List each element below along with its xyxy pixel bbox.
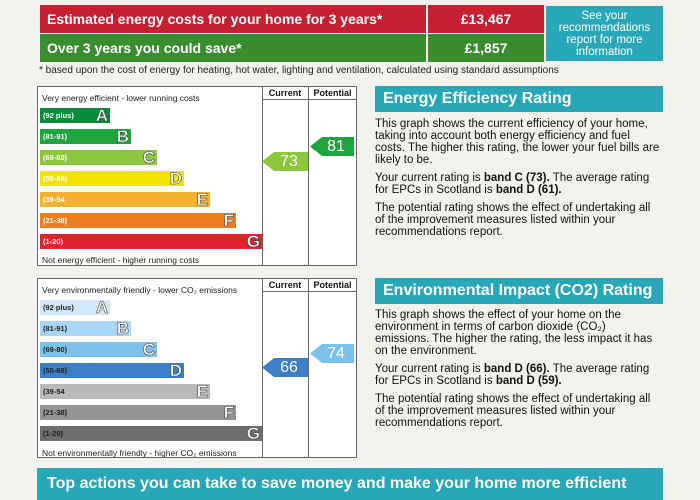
panel-paragraph-2: Your current rating is band D (66). The …	[375, 363, 650, 387]
rating-band-c: (69-80) C	[40, 340, 157, 359]
estimated-costs-label: Estimated energy costs for your home for…	[40, 5, 426, 33]
potential-column-header: Potential	[313, 88, 352, 98]
savings-label: Over 3 years you could save*	[40, 34, 426, 62]
rating-band-b: (81-91) B	[40, 127, 131, 146]
potential-column-header: Potential	[313, 280, 352, 290]
savings-value: £1,857	[428, 34, 544, 62]
footnote: * based upon the cost of energy for heat…	[39, 65, 559, 76]
rating-band-a: (92 plus) A	[40, 106, 110, 125]
environmental-impact-chart: Current Potential Very environmentally f…	[37, 278, 357, 458]
band-letter: E	[196, 382, 208, 401]
band-letter: G	[246, 424, 260, 443]
band-range: (39-54	[43, 387, 65, 396]
panel-paragraph-2: Your current rating is band C (73). The …	[375, 172, 650, 196]
panel-paragraph-3: The potential rating shows the effect of…	[375, 202, 651, 238]
bottom-caption: Not environmentally friendly - higher CO…	[42, 448, 237, 458]
band-range: (21-38)	[43, 216, 68, 225]
panel-paragraph-1: This graph shows the current efficiency …	[375, 118, 660, 166]
band-letter: G	[246, 232, 260, 251]
band-letter: F	[223, 211, 234, 230]
bottom-caption: Not energy efficient - higher running co…	[42, 255, 200, 265]
band-range: (69-80)	[43, 153, 68, 162]
band-range: (92 plus)	[43, 111, 74, 120]
top-actions-header: Top actions you can take to save money a…	[37, 468, 663, 500]
energy-efficiency-chart: Current Potential Very energy efficient …	[37, 86, 357, 266]
band-letter: D	[169, 169, 182, 188]
rating-band-c: (69-80) C	[40, 148, 157, 167]
band-range: (55-68)	[43, 174, 68, 183]
band-letter: A	[95, 298, 108, 317]
band-range: (69-80)	[43, 345, 68, 354]
band-letter: B	[116, 319, 129, 338]
panel-paragraph-1: This graph shows the effect of your home…	[375, 309, 653, 357]
energy-efficiency-panel: Energy Efficiency Rating This graph show…	[375, 86, 663, 244]
panel-paragraph-3: The potential rating shows the effect of…	[375, 393, 651, 429]
band-range: (55-68)	[43, 366, 68, 375]
band-range: (92 plus)	[43, 303, 74, 312]
rating-band-e: (39-54 E	[40, 382, 210, 401]
see-recommendations-link[interactable]: See your recommendations report for more…	[546, 6, 663, 61]
see-recommendations-text: See your recommendations report for more…	[558, 9, 651, 58]
band-letter: F	[223, 403, 234, 422]
rating-band-f: (21-38) F	[40, 211, 236, 230]
band-letter: A	[95, 106, 108, 125]
top-caption: Very energy efficient - lower running co…	[42, 93, 200, 103]
potential-rating-arrow: 81	[310, 137, 354, 156]
rating-band-b: (81-91) B	[40, 319, 131, 338]
top-caption: Very environmentally friendly - lower CO…	[42, 285, 238, 295]
potential-rating-arrow: 74	[310, 344, 354, 363]
band-range: (21-38)	[43, 408, 68, 417]
current-rating-arrow: 66	[262, 358, 308, 377]
band-range: (39-54	[43, 195, 65, 204]
band-letter: C	[142, 148, 155, 167]
band-letter: D	[169, 361, 182, 380]
estimated-costs-value: £13,467	[428, 5, 544, 33]
rating-band-f: (21-38) F	[40, 403, 236, 422]
band-letter: B	[116, 127, 129, 146]
rating-band-e: (39-54 E	[40, 190, 210, 209]
band-range: (81-91)	[43, 132, 68, 141]
current-column-header: Current	[268, 280, 302, 290]
current-rating-arrow: 73	[262, 152, 308, 171]
environmental-impact-panel: Environmental Impact (CO2) Rating This g…	[375, 278, 663, 435]
band-letter: C	[142, 340, 155, 359]
rating-band-d: (55-68) D	[40, 169, 184, 188]
panel-title: Environmental Impact (CO2) Rating	[375, 278, 663, 304]
rating-band-g: (1-20) G	[40, 232, 262, 251]
band-letter: E	[196, 190, 208, 209]
band-range: (1-20)	[43, 237, 64, 246]
band-range: (81-91)	[43, 324, 68, 333]
rating-band-g: (1-20) G	[40, 424, 262, 443]
band-range: (1-20)	[43, 429, 64, 438]
panel-title: Energy Efficiency Rating	[375, 86, 663, 112]
current-column-header: Current	[268, 88, 302, 98]
rating-band-d: (55-68) D	[40, 361, 184, 380]
rating-band-a: (92 plus) A	[40, 298, 110, 317]
